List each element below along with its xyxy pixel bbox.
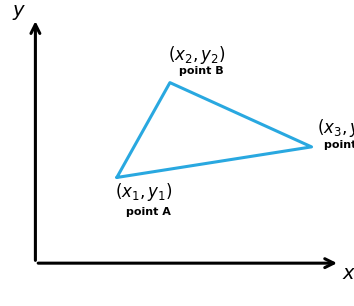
Text: point B: point B [179,66,223,76]
Text: $(x_2,y_2)$: $(x_2,y_2)$ [168,44,226,66]
Text: point A: point A [126,207,171,217]
Text: $y$: $y$ [12,3,27,22]
Text: $(x_3,y_3)$: $(x_3,y_3)$ [317,117,354,139]
Text: point C: point C [324,140,354,150]
Text: $x$: $x$ [342,264,354,283]
Text: $(x_1,y_1)$: $(x_1,y_1)$ [115,181,173,203]
